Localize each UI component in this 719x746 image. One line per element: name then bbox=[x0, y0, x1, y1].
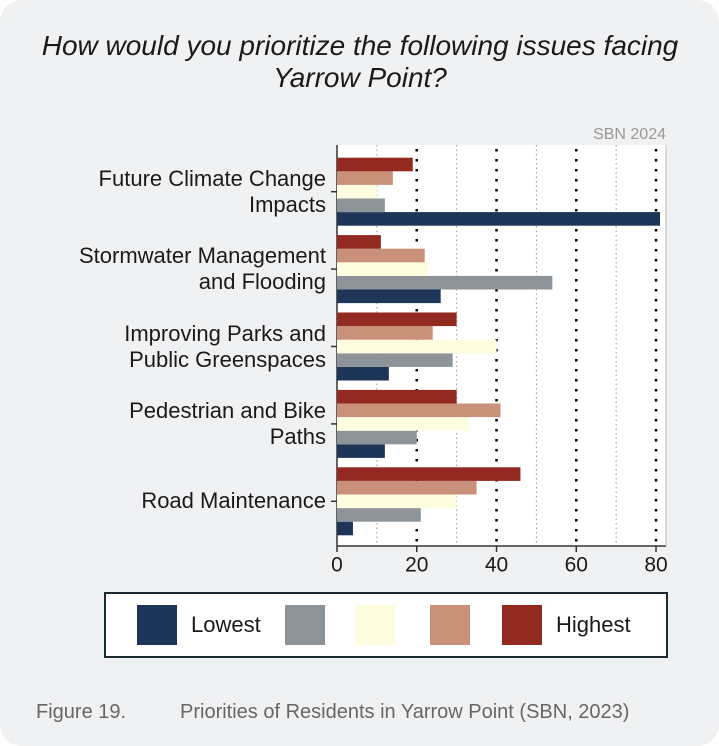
y-tick-label: Stormwater Management and Flooding bbox=[79, 243, 326, 295]
bar bbox=[337, 366, 389, 381]
legend-swatch bbox=[355, 605, 395, 645]
x-tick-label: 80 bbox=[644, 554, 667, 577]
bar bbox=[337, 275, 553, 290]
chart-title: How would you prioritize the following i… bbox=[41, 30, 679, 93]
bar bbox=[337, 521, 353, 536]
legend-swatch bbox=[430, 605, 470, 645]
legend-swatch bbox=[285, 605, 325, 645]
bar bbox=[337, 403, 501, 418]
bar bbox=[337, 417, 469, 431]
x-tick-label: 20 bbox=[405, 554, 428, 577]
bar bbox=[337, 262, 429, 276]
bar bbox=[337, 212, 661, 226]
bar bbox=[337, 494, 457, 509]
bar bbox=[337, 326, 433, 340]
x-tick-label: 60 bbox=[565, 554, 588, 577]
bar bbox=[337, 198, 385, 213]
bar bbox=[337, 467, 521, 481]
x-tick-label: 0 bbox=[331, 554, 343, 577]
bar bbox=[337, 389, 457, 404]
caption-text: Priorities of Residents in Yarrow Point … bbox=[180, 701, 630, 723]
x-tick-label: 40 bbox=[485, 554, 508, 577]
legend-label: Lowest bbox=[191, 612, 261, 637]
bar bbox=[337, 184, 377, 199]
bar bbox=[337, 235, 381, 249]
y-tick-label: Road Maintenance bbox=[141, 488, 326, 514]
bar bbox=[337, 480, 477, 495]
legend-label: Highest bbox=[556, 612, 631, 637]
annotation: SBN 2024 bbox=[593, 126, 666, 143]
legend-swatch bbox=[137, 605, 177, 645]
legend-swatch bbox=[502, 605, 542, 645]
bar bbox=[337, 430, 417, 445]
caption-label: Figure 19. bbox=[36, 701, 127, 723]
bar bbox=[337, 248, 425, 263]
y-tick-label: Future Climate Change Impacts bbox=[98, 165, 326, 217]
y-tick-label: Pedestrian and Bike Paths bbox=[129, 397, 326, 449]
bar bbox=[337, 171, 393, 185]
y-tick-label: Improving Parks and Public Greenspaces bbox=[124, 320, 326, 372]
bar bbox=[337, 339, 497, 354]
bar bbox=[337, 289, 441, 304]
bar bbox=[337, 508, 421, 522]
bar bbox=[337, 312, 457, 327]
bar bbox=[337, 353, 453, 367]
bar bbox=[337, 444, 385, 458]
bar bbox=[337, 157, 413, 172]
